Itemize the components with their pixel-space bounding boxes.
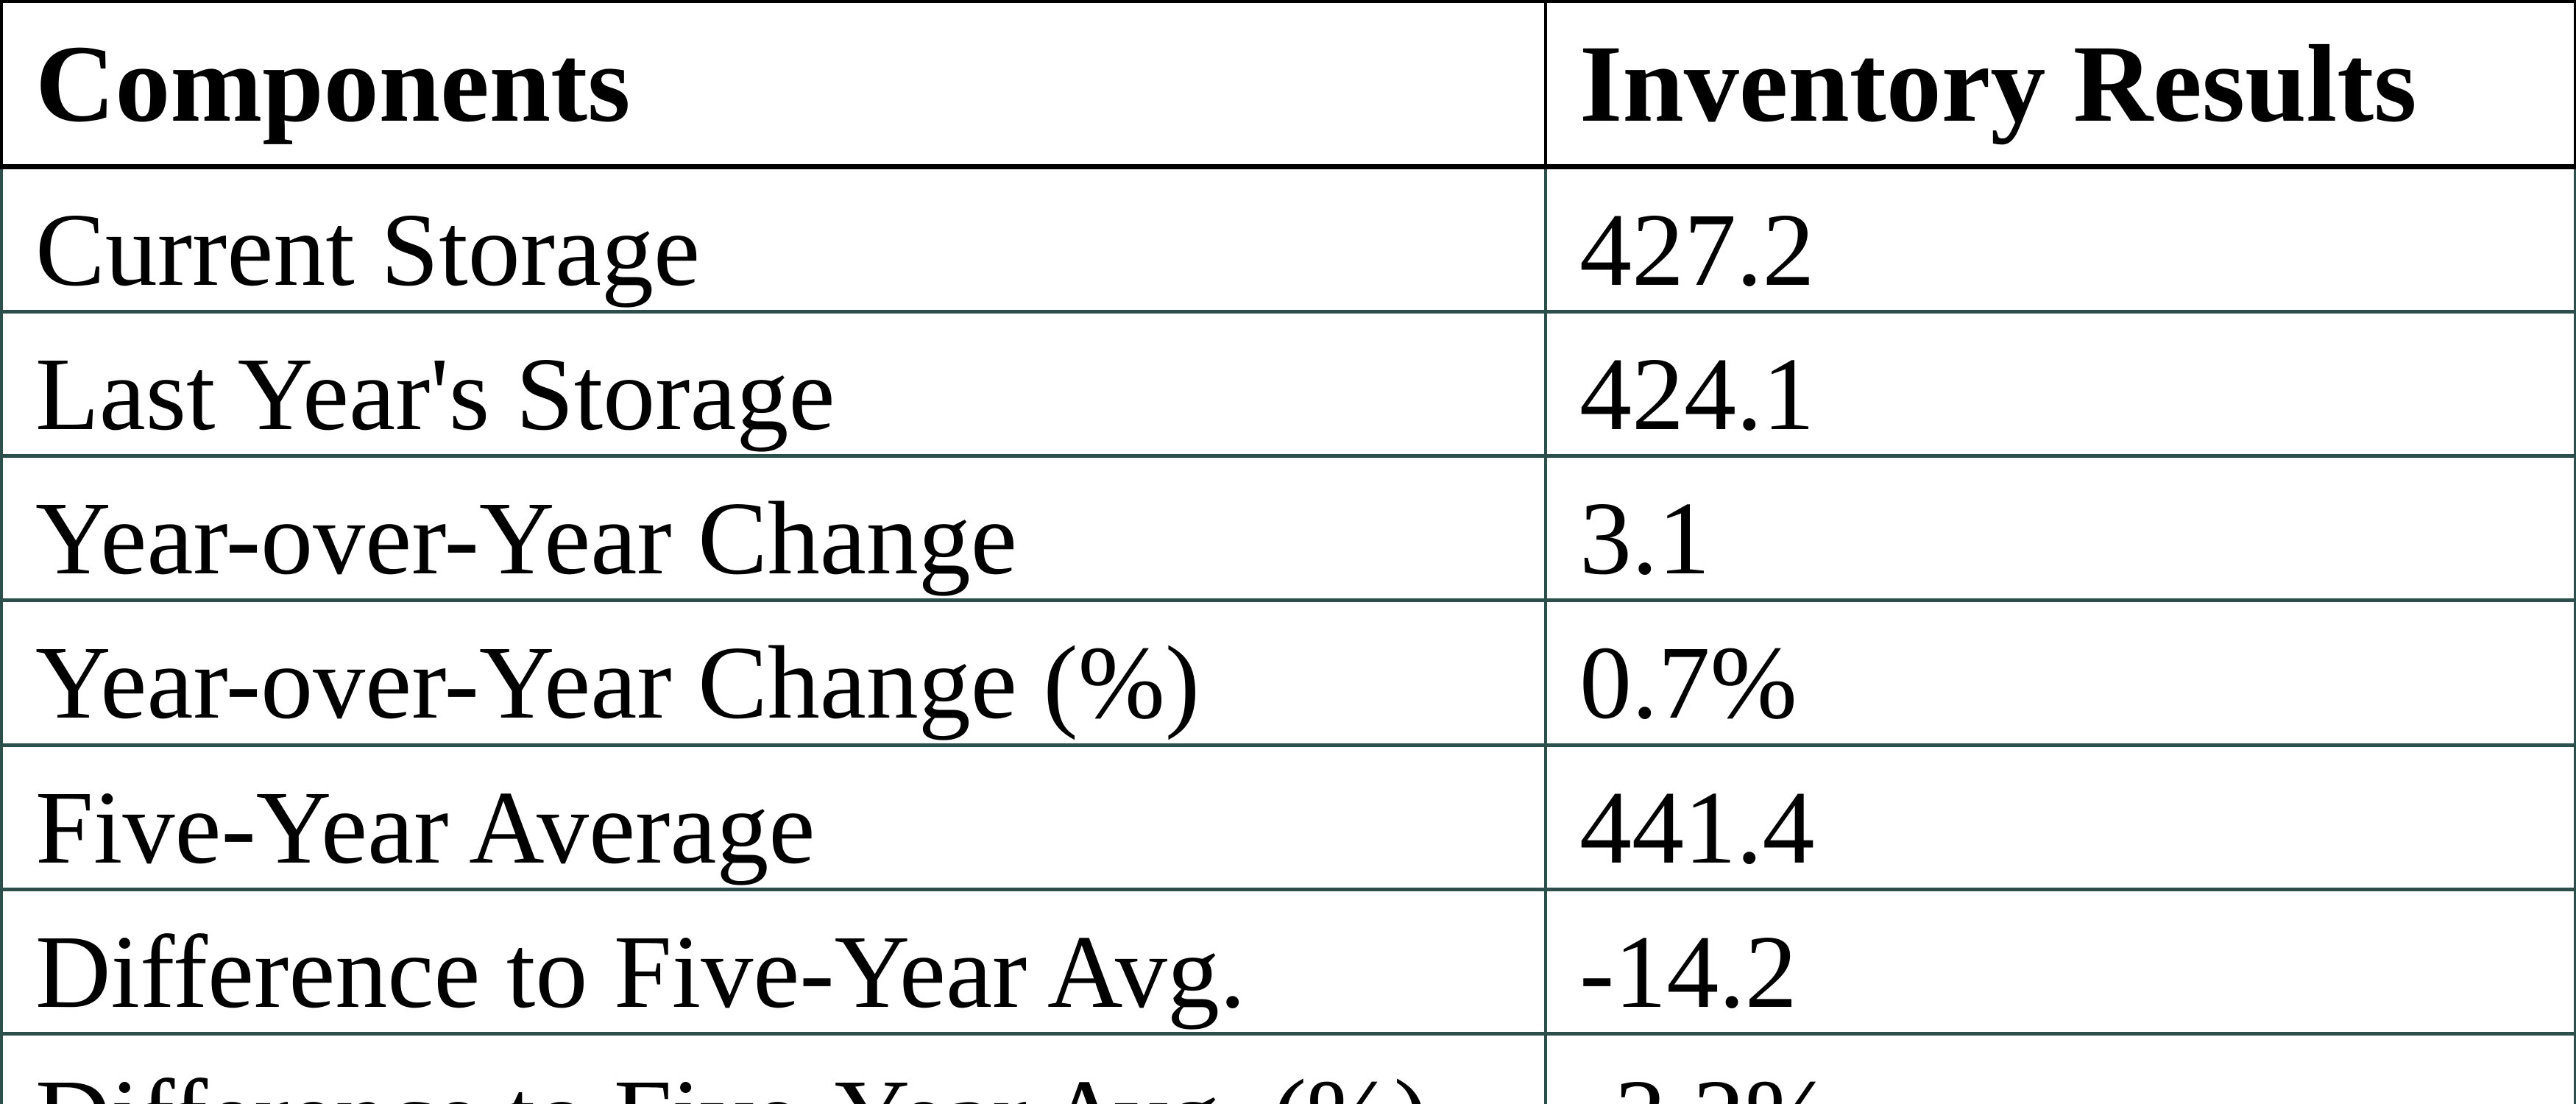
table-row-last-years-storage: Last Year's Storage 424.1 — [0, 309, 2576, 459]
table-body: Current Storage 427.2 Last Year's Storag… — [0, 164, 2576, 1104]
row-label: Current Storage — [0, 164, 1547, 314]
row-label: Difference to Five-Year Avg. (%) — [0, 1032, 1547, 1104]
row-value: -3.2% — [1544, 1032, 2576, 1104]
row-value: 441.4 — [1544, 743, 2576, 891]
row-label: Difference to Five-Year Avg. — [0, 887, 1547, 1036]
table-row-diff-five-year-avg-pct: Difference to Five-Year Avg. (%) -3.2% — [0, 1032, 2576, 1104]
row-value: 3.1 — [1544, 454, 2576, 603]
row-label: Five-Year Average — [0, 743, 1547, 891]
row-value: 424.1 — [1544, 309, 2576, 459]
column-header-components: Components — [0, 0, 1547, 169]
table-row-current-storage: Current Storage 427.2 — [0, 164, 2576, 314]
table-row-diff-five-year-avg: Difference to Five-Year Avg. -14.2 — [0, 887, 2576, 1036]
row-value: -14.2 — [1544, 887, 2576, 1036]
table-row-five-year-average: Five-Year Average 441.4 — [0, 743, 2576, 891]
table-header: Components Inventory Results — [0, 0, 2576, 169]
row-label: Year-over-Year Change (%) — [0, 598, 1547, 747]
row-label: Last Year's Storage — [0, 309, 1547, 459]
row-value: 0.7% — [1544, 598, 2576, 747]
header-row: Components Inventory Results — [0, 0, 2576, 169]
column-header-inventory-results: Inventory Results — [1544, 0, 2576, 169]
table-row-yoy-change: Year-over-Year Change 3.1 — [0, 454, 2576, 603]
row-value: 427.2 — [1544, 164, 2576, 314]
table-row-yoy-change-pct: Year-over-Year Change (%) 0.7% — [0, 598, 2576, 747]
row-label: Year-over-Year Change — [0, 454, 1547, 603]
